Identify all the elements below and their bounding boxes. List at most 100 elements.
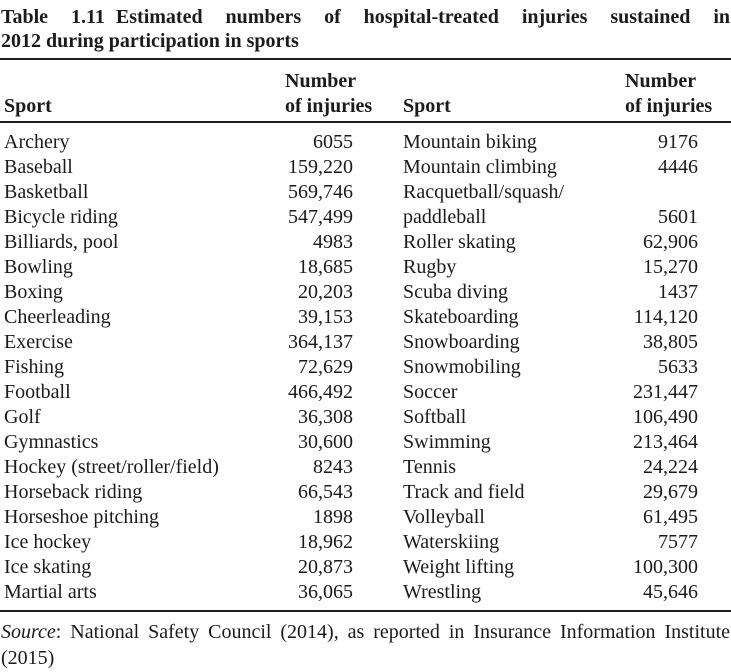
sport-name-right: Swimming bbox=[403, 431, 491, 453]
injury-count-right: 5633 bbox=[658, 356, 698, 378]
table-row: Cheerleading 39,153 Skateboarding 114,12… bbox=[0, 305, 731, 330]
sport-name-left: Football bbox=[4, 381, 71, 403]
source-text: : National Safety Council (2014), as rep… bbox=[1, 621, 730, 669]
sport-name-right: Volleyball bbox=[403, 506, 485, 528]
table-row: Horseback riding 66,543 Track and field … bbox=[0, 480, 731, 505]
injury-count-right: 4446 bbox=[658, 156, 698, 178]
sport-name-right: Softball bbox=[403, 406, 467, 428]
sport-name-left: Horseback riding bbox=[4, 481, 143, 503]
table-row: Billiards, pool 4983 Roller skating 62,9… bbox=[0, 230, 731, 255]
sport-name-left: Fishing bbox=[4, 356, 65, 378]
table-row: Golf 36,308 Softball 106,490 bbox=[0, 405, 731, 430]
table-row: Exercise 364,137 Snowboarding 38,805 bbox=[0, 330, 731, 355]
sport-name-left: Ice hockey bbox=[4, 531, 92, 553]
sport-name-right: Soccer bbox=[403, 381, 458, 403]
source-note: Source: National Safety Council (2014), … bbox=[0, 619, 731, 671]
header-sport-left-label: Sport bbox=[4, 95, 52, 117]
header-injuries-right: Number of injuries bbox=[623, 69, 731, 119]
sport-name-left: Bicycle riding bbox=[4, 206, 118, 228]
injury-count-left: 159,220 bbox=[288, 156, 353, 178]
sport-name-left: Hockey (street/roller/field) bbox=[4, 456, 219, 478]
sport-name-right: Tennis bbox=[403, 456, 457, 478]
sport-name-right: Track and field bbox=[403, 481, 525, 503]
injury-count-right bbox=[623, 180, 731, 205]
injury-count-right: 24,224 bbox=[643, 456, 698, 478]
injury-count-right: 114,120 bbox=[633, 306, 698, 328]
injury-count-left: 569,746 bbox=[288, 181, 353, 203]
header-injuries-left-line1: Number bbox=[285, 70, 357, 92]
table-row: Basketball 569,746 Racquetball/squash/ bbox=[0, 180, 731, 205]
sport-name-right: Snowboarding bbox=[403, 331, 520, 353]
injury-count-left: 39,153 bbox=[298, 306, 353, 328]
table-row: Baseball 159,220 Mountain climbing 4446 bbox=[0, 155, 731, 180]
injury-count-right: 9176 bbox=[658, 131, 698, 153]
injury-count-right: 106,490 bbox=[633, 406, 698, 428]
bottom-rule bbox=[0, 610, 731, 612]
header-injuries-left: Number of injuries bbox=[283, 69, 375, 119]
sport-name-left: Basketball bbox=[4, 181, 89, 203]
injury-count-right: 100,300 bbox=[633, 556, 698, 578]
sport-name-right: Waterskiing bbox=[403, 531, 500, 553]
injury-count-right: 38,805 bbox=[643, 331, 698, 353]
sport-name-left: Exercise bbox=[4, 331, 73, 353]
sport-name-left: Horseshoe pitching bbox=[4, 506, 159, 528]
injury-count-left: 1898 bbox=[313, 506, 353, 528]
injury-count-right: 7577 bbox=[658, 531, 698, 553]
injury-count-left: 466,492 bbox=[288, 381, 353, 403]
sport-name-right: Roller skating bbox=[403, 231, 516, 253]
sport-name-right: Snowmobiling bbox=[403, 356, 521, 378]
source-prefix: Source bbox=[1, 621, 56, 643]
header-sport-left: Sport bbox=[0, 69, 283, 119]
sport-name-right: Rugby bbox=[403, 256, 457, 278]
injury-count-left: 6055 bbox=[313, 131, 353, 153]
header-sport-right-label: Sport bbox=[403, 95, 451, 117]
injury-count-right: 5601 bbox=[658, 206, 698, 228]
sport-name-right: paddleball bbox=[403, 206, 487, 228]
table-caption-line2: 2012 during participation in sports bbox=[1, 30, 299, 52]
table-row: Bicycle riding 547,499 paddleball 5601 bbox=[0, 205, 731, 230]
injury-count-right: 45,646 bbox=[643, 581, 698, 603]
top-rule bbox=[0, 58, 731, 60]
injury-count-left: 18,962 bbox=[298, 531, 353, 553]
table-row: Gymnastics 30,600 Swimming 213,464 bbox=[0, 430, 731, 455]
sport-name-right: Racquetball/squash/ bbox=[403, 181, 565, 203]
sport-name-left: Baseball bbox=[4, 156, 73, 178]
sport-name-left: Martial arts bbox=[4, 581, 97, 603]
table-number-label: Table 1.11 bbox=[1, 6, 105, 28]
injury-count-left: 18,685 bbox=[298, 256, 353, 278]
injury-count-right: 1437 bbox=[658, 281, 698, 303]
injury-count-right: 62,906 bbox=[643, 231, 698, 253]
table-caption: Table 1.11 Estimated numbers of hospital-… bbox=[0, 0, 731, 53]
injury-count-left: 20,203 bbox=[298, 281, 353, 303]
injury-count-right: 15,270 bbox=[643, 256, 698, 278]
sport-name-left: Ice skating bbox=[4, 556, 92, 578]
injury-count-left: 36,065 bbox=[298, 581, 353, 603]
header-injuries-right-line2: of injuries bbox=[625, 95, 713, 117]
injury-count-left: 72,629 bbox=[298, 356, 353, 378]
sport-name-left: Bowling bbox=[4, 256, 73, 278]
injury-count-right: 61,495 bbox=[643, 506, 698, 528]
sport-name-left: Golf bbox=[4, 406, 41, 428]
table-row: Ice hockey 18,962 Waterskiing 7577 bbox=[0, 530, 731, 555]
table-caption-line1: Table 1.11 Estimated numbers of hospital-… bbox=[0, 5, 731, 29]
injury-count-left: 36,308 bbox=[298, 406, 353, 428]
table-row: Hockey (street/roller/field) 8243 Tennis… bbox=[0, 455, 731, 480]
sport-name-left: Gymnastics bbox=[4, 431, 99, 453]
injury-count-right: 231,447 bbox=[633, 381, 698, 403]
sport-name-right: Skateboarding bbox=[403, 306, 519, 328]
table-row: Archery 6055 Mountain biking 9176 bbox=[0, 130, 731, 155]
table-body: Archery 6055 Mountain biking 9176 Baseba… bbox=[0, 130, 731, 605]
sport-name-left: Boxing bbox=[4, 281, 63, 303]
header-injuries-left-line2: of injuries bbox=[285, 95, 373, 117]
sport-name-left: Cheerleading bbox=[4, 306, 111, 328]
header-rule bbox=[0, 121, 731, 123]
sport-name-right: Mountain biking bbox=[403, 131, 537, 153]
injury-count-left: 547,499 bbox=[288, 206, 353, 228]
header-injuries-right-line1: Number bbox=[625, 70, 697, 92]
table-row: Boxing 20,203 Scuba diving 1437 bbox=[0, 280, 731, 305]
header-sport-right: Sport bbox=[375, 69, 623, 119]
injury-count-left: 66,543 bbox=[298, 481, 353, 503]
sport-name-right: Wrestling bbox=[403, 581, 482, 603]
table-row: Ice skating 20,873 Weight lifting 100,30… bbox=[0, 555, 731, 580]
